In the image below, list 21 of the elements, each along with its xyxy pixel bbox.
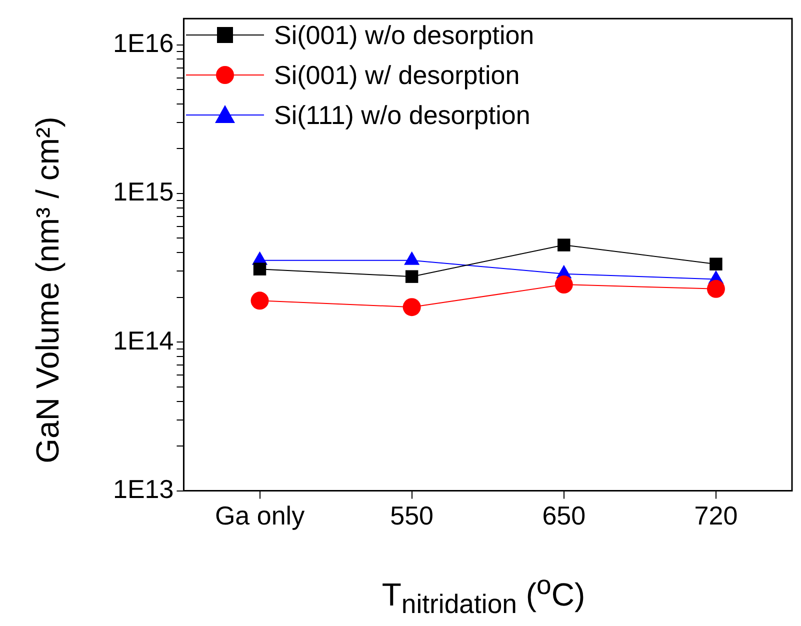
y-tick-label: 1E13 (112, 474, 174, 504)
x-axis-title: T$_{nitridation}$ ($^{o}$C) (380, 570, 586, 620)
point (402, 298, 421, 316)
y-tick-label: 1E15 (112, 176, 174, 207)
x-tick-label: 650 (542, 500, 586, 531)
point (250, 292, 269, 310)
x-tick-label: Ga only (214, 500, 305, 531)
legend-label: Si(001) w/ desorption (274, 60, 520, 90)
point (405, 270, 418, 283)
point (558, 238, 570, 252)
y-axis-title: GaN Volume (nm³ / cm²) (30, 116, 66, 464)
point (554, 276, 573, 294)
y-tick-label: 1E16 (112, 28, 174, 58)
legend-label: Si(111) w/o desorption (274, 100, 530, 130)
x-tick-label: 550 (390, 500, 434, 531)
point (710, 258, 722, 270)
point (706, 280, 725, 298)
legend-label: Si(001) w/o desorption (274, 20, 534, 50)
point (253, 262, 266, 276)
x-tick-label: 720 (694, 500, 738, 531)
y-tick-label: 1E14 (112, 325, 174, 356)
